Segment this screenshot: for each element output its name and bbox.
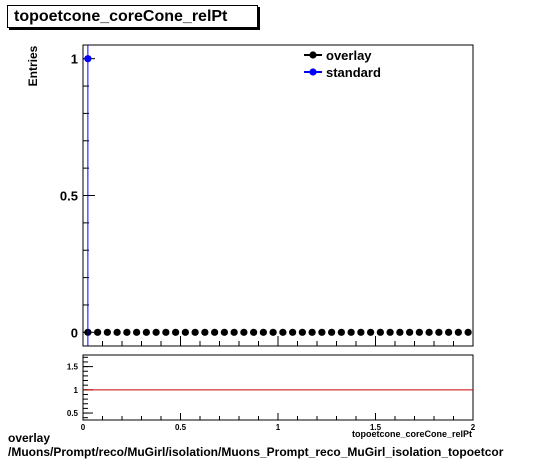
overlay-point <box>142 328 150 336</box>
overlay-point <box>230 328 238 336</box>
legend-label: overlay <box>326 48 372 63</box>
overlay-point <box>415 328 423 336</box>
x-axis-label: topoetcone_coreCone_relPt <box>352 429 472 439</box>
overlay-point <box>357 328 365 336</box>
overlay-point <box>240 328 248 336</box>
overlay-point <box>308 328 316 336</box>
overlay-point <box>337 328 345 336</box>
legend-marker <box>309 51 317 59</box>
overlay-point <box>172 328 180 336</box>
y-tick-label: 1 <box>71 52 78 67</box>
overlay-point <box>406 328 414 336</box>
overlay-point <box>181 328 189 336</box>
y-tick-label: 0 <box>71 325 78 340</box>
overlay-point <box>328 328 336 336</box>
ratio-x-tick-label: 1 <box>276 423 281 432</box>
overlay-point <box>94 328 102 336</box>
overlay-point <box>454 328 462 336</box>
ratio-plot-frame <box>82 354 474 421</box>
overlay-point <box>162 328 170 336</box>
ratio-y-tick-label: 0.5 <box>67 409 79 418</box>
overlay-point <box>464 328 472 336</box>
overlay-point <box>445 328 453 336</box>
overlay-point <box>152 328 160 336</box>
overlay-point <box>113 328 121 336</box>
overlay-point <box>220 328 228 336</box>
overlay-point <box>259 328 267 336</box>
overlay-point <box>211 328 219 336</box>
overlay-point <box>318 328 326 336</box>
y-axis-label: Entries <box>26 45 40 86</box>
overlay-point <box>269 328 277 336</box>
ratio-y-tick-label: 1.5 <box>67 363 79 372</box>
overlay-point <box>367 328 375 336</box>
y-tick-label: 0.5 <box>60 189 78 204</box>
overlay-point <box>396 328 404 336</box>
standard-point <box>84 55 92 63</box>
ratio-x-tick-label: 1.5 <box>370 423 382 432</box>
overlay-point <box>289 328 297 336</box>
legend-label: standard <box>326 65 381 80</box>
main-plot-frame <box>82 44 474 347</box>
overlay-point <box>250 328 258 336</box>
overlay-point <box>201 328 209 336</box>
overlay-point <box>386 328 394 336</box>
overlay-point <box>279 328 287 336</box>
overlay-point <box>425 328 433 336</box>
ratio-x-tick-label: 0 <box>81 423 86 432</box>
footer-line-1: overlay <box>8 431 51 445</box>
overlay-point <box>133 328 141 336</box>
ratio-y-tick-label: 1 <box>74 386 79 395</box>
legend-marker <box>309 68 317 76</box>
chart-title: topoetcone_coreCone_relPt <box>14 8 228 25</box>
overlay-point <box>376 328 384 336</box>
overlay-point <box>191 328 199 336</box>
ratio-x-tick-label: 2 <box>471 423 476 432</box>
ratio-x-tick-label: 0.5 <box>175 423 187 432</box>
overlay-point <box>347 328 355 336</box>
chart-title-box: topoetcone_coreCone_relPt <box>7 5 258 28</box>
overlay-point <box>435 328 443 336</box>
overlay-point <box>103 328 111 336</box>
overlay-point <box>123 328 131 336</box>
footer-line-2: /Muons/Prompt/reco/MuGirl/isolation/Muon… <box>8 445 504 459</box>
overlay-point <box>298 328 306 336</box>
